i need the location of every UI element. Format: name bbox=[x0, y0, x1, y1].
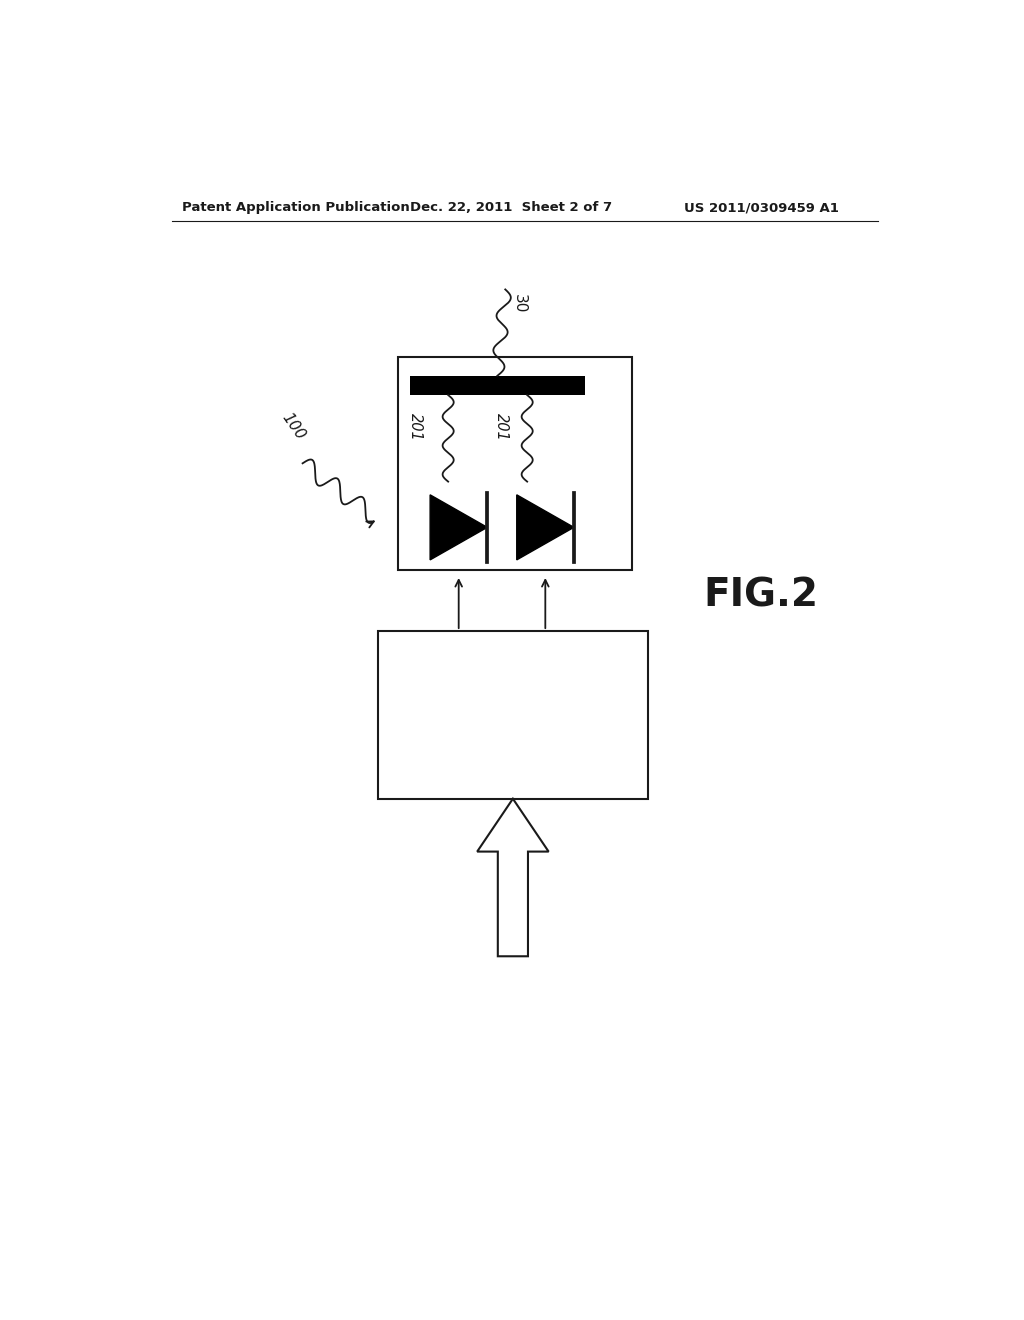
Text: 201: 201 bbox=[408, 413, 423, 441]
Bar bbox=[378, 631, 648, 799]
Text: 100: 100 bbox=[279, 411, 307, 444]
Bar bbox=[397, 356, 632, 570]
Text: 30: 30 bbox=[512, 294, 527, 314]
Bar bbox=[410, 376, 585, 395]
Text: 201: 201 bbox=[495, 413, 509, 441]
Text: FIG.2: FIG.2 bbox=[703, 577, 818, 614]
Text: Patent Application Publication: Patent Application Publication bbox=[182, 201, 410, 214]
Polygon shape bbox=[477, 799, 549, 956]
Text: US 2011/0309459 A1: US 2011/0309459 A1 bbox=[684, 201, 839, 214]
Text: Dec. 22, 2011  Sheet 2 of 7: Dec. 22, 2011 Sheet 2 of 7 bbox=[410, 201, 612, 214]
Polygon shape bbox=[430, 495, 487, 560]
Polygon shape bbox=[517, 495, 573, 560]
